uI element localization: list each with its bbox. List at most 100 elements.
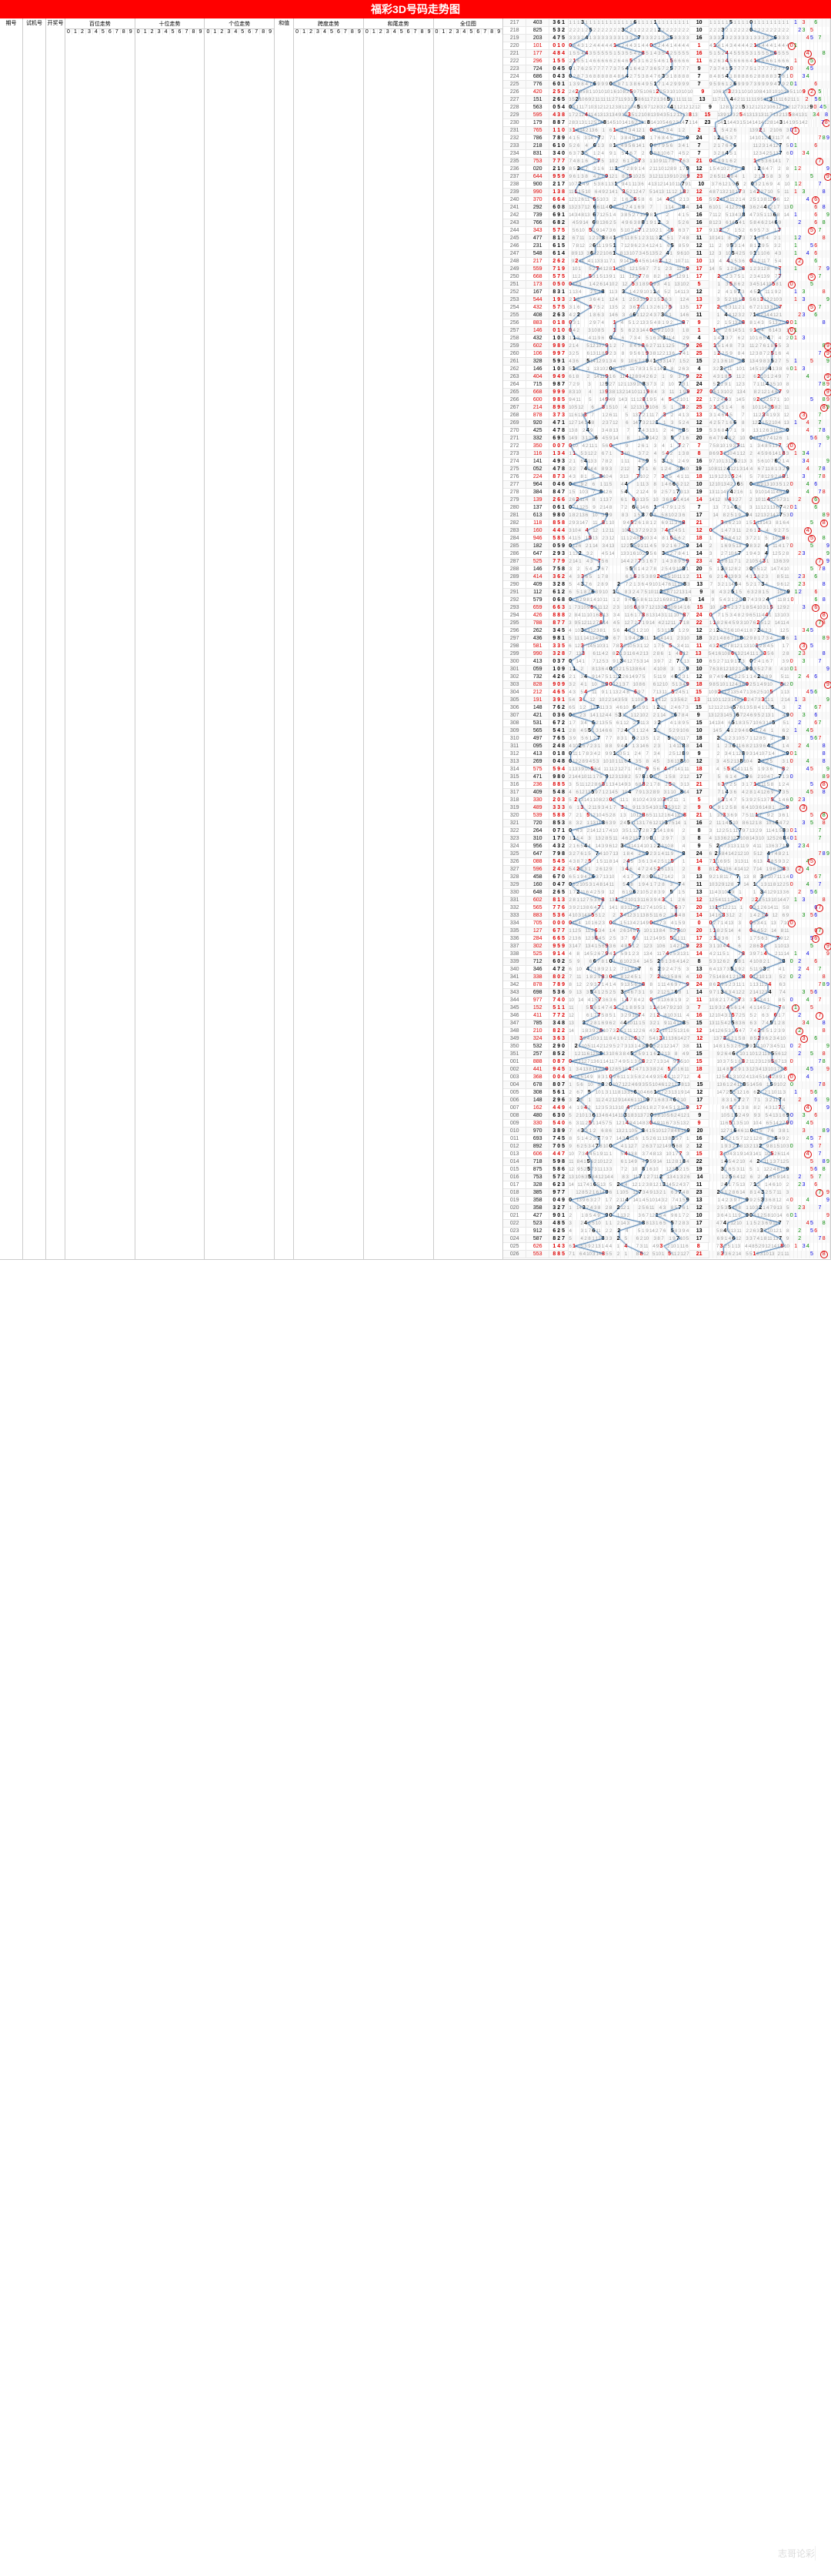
sum-cell: 21 bbox=[690, 781, 709, 789]
trend-section: 2163658 bbox=[609, 196, 649, 204]
allpos-section: 016 bbox=[790, 81, 830, 89]
test-cell: 413 bbox=[526, 750, 549, 758]
period-cell: 312 bbox=[503, 750, 526, 758]
test-cell: 878 bbox=[526, 412, 549, 419]
period-cell: 284 bbox=[503, 535, 526, 543]
test-cell: 544 bbox=[526, 296, 549, 304]
draw-cell: 8 1 2 bbox=[549, 235, 569, 242]
trend-section: 1481532699 bbox=[709, 1043, 749, 1051]
test-cell: 920 bbox=[526, 419, 549, 427]
test-cell: 310 bbox=[526, 835, 549, 843]
data-row: 0173286 2 314117416513529412123812131452… bbox=[503, 1181, 830, 1189]
trend-section: 32811124 bbox=[569, 1097, 609, 1104]
test-cell: 411 bbox=[526, 1012, 549, 1020]
trend-section: 613485932 bbox=[749, 858, 789, 866]
draw-cell: 9 8 5 bbox=[549, 396, 569, 404]
trend-section: 721510386 bbox=[749, 535, 789, 543]
data-row: 0109703 8 974331268613211058415101278461… bbox=[503, 1128, 830, 1135]
period-cell: 007 bbox=[503, 1104, 526, 1112]
sum-cell: 12 bbox=[690, 1089, 709, 1097]
trend-section: 115312267 bbox=[569, 450, 609, 458]
data-row: 2301798 8 728313112514814510141623118141… bbox=[503, 119, 830, 127]
trend-section: 101211855612 bbox=[749, 1051, 789, 1058]
trend-section: 101527412 bbox=[569, 266, 609, 273]
trend-section: 06573412 bbox=[649, 127, 689, 135]
allpos-section: 57 bbox=[790, 273, 830, 281]
trend-section: 173462135 bbox=[569, 720, 609, 727]
draw-cell: 0 1 0 bbox=[549, 327, 569, 335]
trend-section: 214123474 bbox=[749, 989, 789, 997]
trend-section: 151037812 bbox=[569, 489, 609, 496]
trend-section: 783162135 bbox=[609, 735, 649, 743]
trend-section: 023127136114 bbox=[569, 1058, 609, 1066]
allpos-section: 7 bbox=[790, 158, 830, 165]
period-cell: 221 bbox=[503, 50, 526, 58]
trend-section: 6121051349 bbox=[649, 681, 689, 689]
trend-section: 51131438164 bbox=[749, 520, 789, 527]
draw-cell: 8 4 7 bbox=[549, 489, 569, 496]
trend-section: 11285283 bbox=[749, 735, 789, 743]
data-row: 2427396 9 114348136712514385271098124151… bbox=[503, 212, 830, 219]
draw-cell: 5 9 1 bbox=[549, 358, 569, 366]
trend-section: 13261451 bbox=[709, 327, 749, 335]
trend-section: 87494113251 bbox=[709, 673, 749, 681]
period-cell: 225 bbox=[503, 81, 526, 89]
trend-section: 111335628 bbox=[750, 650, 790, 658]
test-cell: 330 bbox=[526, 797, 549, 804]
trend-section: 672431124 bbox=[609, 727, 649, 735]
draw-cell: 7 7 2 bbox=[549, 1012, 569, 1020]
trend-section: 1081124121314 bbox=[709, 466, 750, 473]
trend-section: 0443124444 bbox=[569, 42, 609, 50]
data-row: 3362846 6 521361236452537611121495531111… bbox=[503, 935, 830, 943]
test-cell: 698 bbox=[526, 989, 549, 997]
trend-section: 11122614975 bbox=[609, 673, 649, 681]
data-row: 2601069 9 732561311892389561938122136741… bbox=[503, 350, 830, 358]
test-cell: 116 bbox=[526, 450, 549, 458]
trend-section: 09125864 bbox=[709, 804, 749, 812]
trend-section: 95113111162111 bbox=[757, 96, 800, 104]
trend-section: 1123141275 bbox=[749, 142, 789, 150]
draw-cell: 8 8 8 bbox=[549, 612, 569, 620]
data-row: 2881467 5 832547675581427825491081205139… bbox=[503, 566, 830, 573]
trend-section: 10143274159 bbox=[649, 1197, 689, 1204]
trend-section: 111792361 bbox=[749, 812, 789, 820]
trend-section: 41082138 bbox=[749, 958, 789, 966]
draw-cell: 7 6 2 bbox=[549, 704, 569, 712]
test-cell: 606 bbox=[526, 1151, 549, 1158]
period-cell: 324 bbox=[503, 843, 526, 850]
trend-section: 6957317 bbox=[749, 227, 789, 235]
trend-section: 616253 bbox=[609, 573, 649, 581]
trend-section: 212375610411 bbox=[709, 627, 749, 635]
trend-section: 89133612210 bbox=[569, 250, 609, 258]
trend-section: 231056697 bbox=[609, 604, 649, 612]
trend-section: 0161023414 bbox=[609, 958, 649, 966]
allpos-section: 235 bbox=[790, 27, 830, 35]
draw-cell: 9 7 7 bbox=[549, 1189, 569, 1197]
allpos-section: 128 bbox=[790, 235, 830, 242]
test-cell: 575 bbox=[526, 766, 549, 773]
trend-section: 5281364142 bbox=[649, 958, 689, 966]
trend-section: 811146979 bbox=[649, 981, 689, 989]
trend-section: 3331332733 bbox=[609, 35, 649, 42]
sum-cell: 10 bbox=[692, 181, 711, 189]
data-row: 0033680 0 404514983109611135824493541112… bbox=[503, 1074, 830, 1081]
data-row: 2999903 2 871336114282131164213286148121… bbox=[503, 650, 830, 658]
trend-section: 1145214113 bbox=[649, 289, 689, 296]
trend-section: 17553411 bbox=[649, 643, 689, 650]
period-cell: 016 bbox=[503, 1174, 526, 1181]
sum-cell: 12 bbox=[690, 1027, 709, 1035]
test-cell: 212 bbox=[526, 689, 549, 697]
allpos-section: 278 bbox=[790, 1235, 830, 1243]
test-cell: 600 bbox=[526, 396, 549, 404]
draw-cell: 1 0 3 bbox=[549, 335, 569, 342]
draw-cell: 6 7 0 bbox=[549, 874, 569, 881]
trend-section: 23141198 bbox=[649, 850, 689, 858]
test-cell: 160 bbox=[526, 527, 549, 535]
trend-section: 219365 bbox=[709, 935, 749, 943]
trend-section: 832411417 bbox=[749, 543, 789, 550]
trend-section: 36411199 bbox=[709, 1212, 749, 1220]
trend-section: 114852913 bbox=[709, 1066, 749, 1074]
data-row: 3217208 5 383211311863924511131761213375… bbox=[503, 820, 830, 827]
test-cell: 831 bbox=[526, 150, 549, 158]
trend-section: 0111111111 bbox=[749, 19, 789, 27]
